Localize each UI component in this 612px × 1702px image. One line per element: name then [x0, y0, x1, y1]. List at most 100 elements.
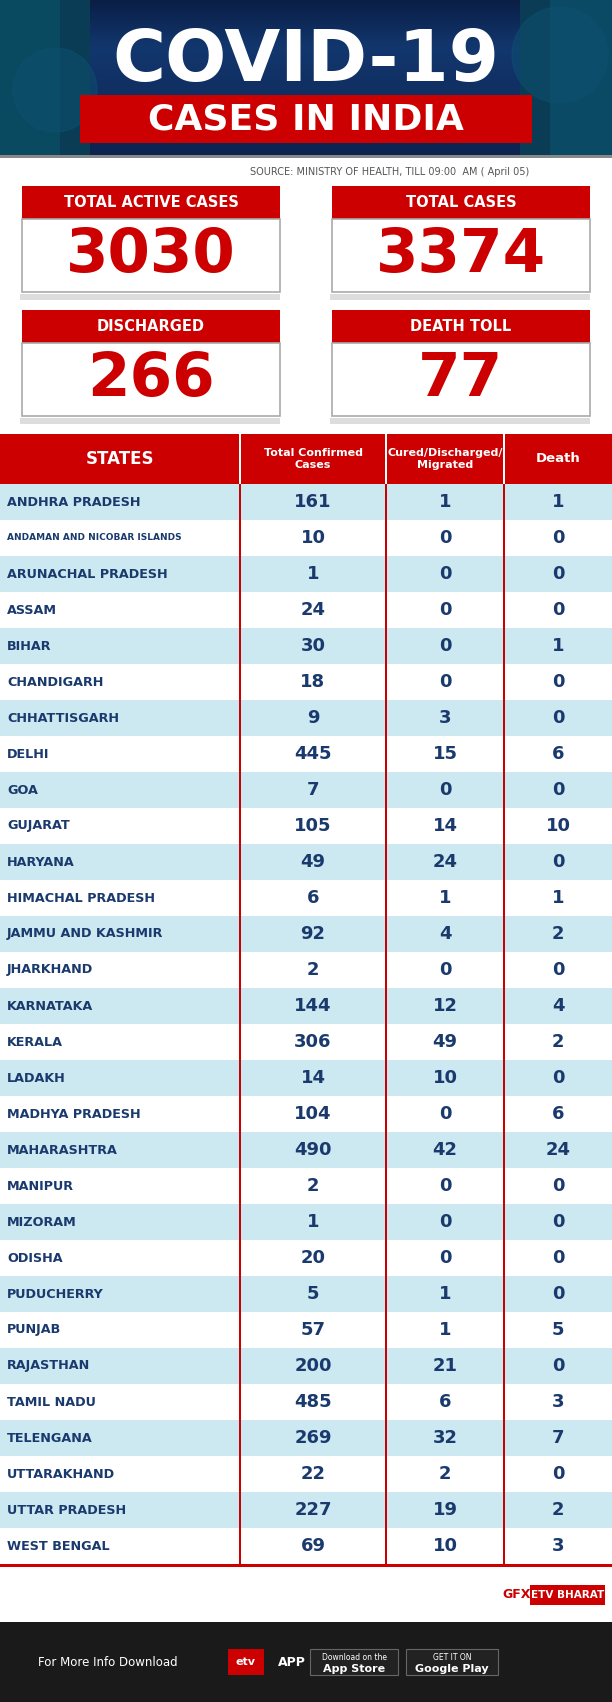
- Text: 0: 0: [439, 601, 451, 620]
- Bar: [0, 1564, 612, 1568]
- Bar: [503, 1348, 505, 1384]
- Text: ODISHA: ODISHA: [7, 1251, 62, 1265]
- Text: 0: 0: [552, 529, 564, 546]
- Bar: [520, 0, 612, 155]
- Bar: [0, 1203, 612, 1241]
- Bar: [239, 1312, 241, 1348]
- Text: 69: 69: [300, 1537, 326, 1556]
- Circle shape: [13, 48, 97, 133]
- Text: 21: 21: [433, 1356, 458, 1375]
- Text: Download on the: Download on the: [321, 1654, 387, 1663]
- Text: JHARKHAND: JHARKHAND: [7, 963, 93, 977]
- Bar: [385, 1312, 387, 1348]
- Bar: [239, 483, 241, 521]
- Bar: [0, 592, 612, 628]
- Text: 0: 0: [439, 1249, 451, 1266]
- Bar: [0, 880, 612, 916]
- Bar: [239, 1493, 241, 1528]
- Bar: [239, 592, 241, 628]
- Text: DEATH TOLL: DEATH TOLL: [411, 318, 512, 334]
- Bar: [530, 1585, 605, 1605]
- Bar: [0, 951, 612, 987]
- Text: LADAKH: LADAKH: [7, 1072, 65, 1084]
- Bar: [330, 419, 590, 424]
- Text: 306: 306: [294, 1033, 332, 1052]
- Text: 3374: 3374: [376, 226, 546, 284]
- Bar: [0, 808, 612, 844]
- Bar: [503, 1312, 505, 1348]
- Text: TOTAL ACTIVE CASES: TOTAL ACTIVE CASES: [64, 196, 239, 209]
- Bar: [0, 735, 612, 773]
- Text: 20: 20: [300, 1249, 326, 1266]
- Text: 24: 24: [433, 853, 458, 871]
- Bar: [503, 987, 505, 1025]
- Text: 0: 0: [552, 853, 564, 871]
- Text: 19: 19: [433, 1501, 458, 1518]
- Bar: [503, 1241, 505, 1276]
- Bar: [239, 1455, 241, 1493]
- Text: 77: 77: [419, 351, 504, 408]
- Bar: [0, 628, 612, 664]
- Text: ARUNACHAL PRADESH: ARUNACHAL PRADESH: [7, 567, 168, 580]
- Bar: [239, 1203, 241, 1241]
- Bar: [239, 1419, 241, 1455]
- Text: SOURCE: MINISTRY OF HEALTH, TILL 09:00  AM ( April 05): SOURCE: MINISTRY OF HEALTH, TILL 09:00 A…: [250, 167, 529, 177]
- Bar: [550, 0, 612, 155]
- Text: 6: 6: [552, 1105, 564, 1123]
- Text: KERALA: KERALA: [7, 1035, 63, 1048]
- Bar: [239, 987, 241, 1025]
- Text: 2: 2: [552, 1501, 564, 1518]
- Text: STATES: STATES: [86, 449, 154, 468]
- Text: TELENGANA: TELENGANA: [7, 1431, 93, 1445]
- Bar: [385, 1132, 387, 1168]
- Bar: [503, 1096, 505, 1132]
- Text: GUJARAT: GUJARAT: [7, 819, 70, 832]
- Bar: [239, 808, 241, 844]
- Bar: [332, 186, 590, 220]
- Text: 22: 22: [300, 1465, 326, 1482]
- Bar: [332, 344, 590, 415]
- Bar: [332, 310, 590, 344]
- Bar: [503, 592, 505, 628]
- Bar: [385, 1276, 387, 1312]
- Text: App Store: App Store: [323, 1665, 385, 1675]
- Text: Cured/Discharged/
Migrated: Cured/Discharged/ Migrated: [387, 448, 502, 470]
- Bar: [385, 1060, 387, 1096]
- Text: 42: 42: [433, 1140, 458, 1159]
- Text: 1: 1: [552, 494, 564, 511]
- Text: MIZORAM: MIZORAM: [7, 1215, 76, 1229]
- Text: 14: 14: [433, 817, 458, 836]
- Bar: [0, 557, 612, 592]
- Text: 0: 0: [552, 1178, 564, 1195]
- Bar: [0, 1568, 612, 1622]
- Text: 0: 0: [439, 962, 451, 979]
- Bar: [385, 521, 387, 557]
- Text: Total Confirmed
Cases: Total Confirmed Cases: [264, 448, 362, 470]
- Bar: [80, 95, 532, 143]
- Bar: [0, 1493, 612, 1528]
- Text: 0: 0: [439, 565, 451, 584]
- Text: 18: 18: [300, 672, 326, 691]
- Bar: [385, 808, 387, 844]
- Bar: [0, 155, 612, 158]
- Text: TAMIL NADU: TAMIL NADU: [7, 1396, 96, 1409]
- Bar: [503, 773, 505, 808]
- Text: 0: 0: [552, 781, 564, 798]
- Bar: [239, 1348, 241, 1384]
- Text: ANDHRA PRADESH: ANDHRA PRADESH: [7, 495, 141, 509]
- Text: 30: 30: [300, 637, 326, 655]
- Text: 4: 4: [552, 997, 564, 1014]
- Bar: [228, 1649, 264, 1675]
- Text: MANIPUR: MANIPUR: [7, 1179, 74, 1193]
- Text: Death: Death: [536, 453, 580, 466]
- Bar: [385, 1419, 387, 1455]
- Bar: [239, 1025, 241, 1060]
- Text: 490: 490: [294, 1140, 332, 1159]
- Text: 1: 1: [307, 565, 319, 584]
- Text: 2: 2: [552, 1033, 564, 1052]
- Text: 7: 7: [552, 1430, 564, 1447]
- Text: 0: 0: [439, 1214, 451, 1231]
- Text: 6: 6: [307, 888, 319, 907]
- Text: CHHATTISGARH: CHHATTISGARH: [7, 711, 119, 725]
- Text: HIMACHAL PRADESH: HIMACHAL PRADESH: [7, 892, 155, 904]
